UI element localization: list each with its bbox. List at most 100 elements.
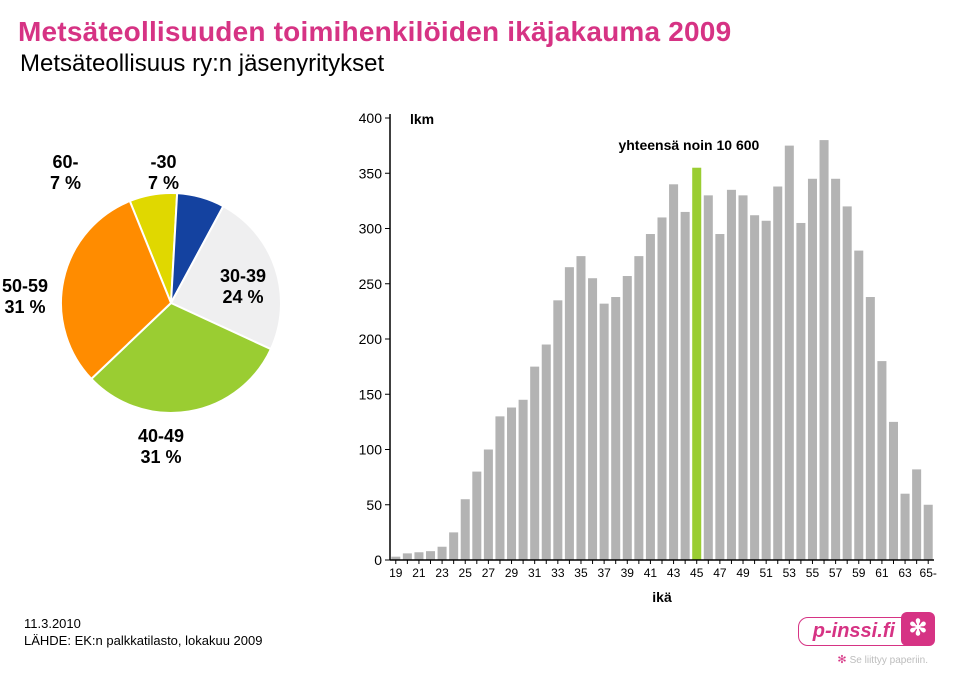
- bar: [912, 469, 921, 560]
- bar: [588, 278, 597, 560]
- bar: [785, 146, 794, 560]
- bar: [762, 221, 771, 560]
- bar-chart: 050100150200250300350400lkmyhteensä noin…: [340, 104, 940, 616]
- bar: [877, 361, 886, 560]
- brand-name: p-inssi.fi: [813, 620, 895, 642]
- bar: [519, 400, 528, 560]
- bar: [808, 179, 817, 560]
- bar: [449, 532, 458, 560]
- bar: [646, 234, 655, 560]
- xtick-label: 35: [574, 566, 588, 580]
- page-subtitle: Metsäteollisuus ry:n jäsenyritykset: [20, 50, 942, 78]
- xtick-label: 39: [621, 566, 635, 580]
- brand-tagline: ✻Se liittyy paperiin.: [837, 653, 928, 666]
- page-title: Metsäteollisuuden toimihenkilöiden ikäja…: [18, 16, 942, 48]
- pie-label-top: 30-39: [220, 266, 266, 286]
- ytick-label: 100: [359, 442, 383, 458]
- bar: [889, 422, 898, 560]
- xtick-label: 19: [389, 566, 403, 580]
- asterisk-icon: ✻: [901, 612, 935, 646]
- asterisk-small-icon: ✻: [837, 654, 846, 666]
- pie-label-40-49: 40-49 31 %: [138, 426, 184, 467]
- xtick-label: 31: [528, 566, 542, 580]
- xtick-label: 23: [435, 566, 449, 580]
- bar: [924, 505, 933, 560]
- bar: [461, 499, 470, 560]
- xtick-label: 57: [829, 566, 843, 580]
- bar: [530, 367, 539, 560]
- ytick-label: 300: [359, 221, 383, 237]
- pie-label-top: 50-59: [2, 276, 48, 296]
- bar: [843, 206, 852, 560]
- bar: [484, 450, 493, 561]
- pie-label-top: 60-: [53, 152, 79, 172]
- xtick-label: 53: [783, 566, 797, 580]
- bar: [796, 223, 805, 560]
- bar: [426, 551, 435, 560]
- bar-svg: 050100150200250300350400lkmyhteensä noin…: [340, 104, 940, 614]
- x-axis-label: ikä: [652, 589, 672, 605]
- footer-source-text: LÄHDE: EK:n palkkatilasto, lokakuu 2009: [24, 633, 262, 648]
- bar: [623, 276, 632, 560]
- bar: [866, 297, 875, 560]
- pie-label-30-39: 30-39 24 %: [220, 266, 266, 307]
- pie-svg: [16, 148, 326, 458]
- bar: [681, 212, 690, 560]
- ytick-label: 0: [374, 552, 382, 568]
- xtick-label: 45: [690, 566, 704, 580]
- bar: [507, 408, 516, 560]
- pie-label-50-59: 50-59 31 %: [2, 276, 48, 317]
- xtick-label: 25: [459, 566, 473, 580]
- bar: [634, 256, 643, 560]
- xtick-label: 43: [667, 566, 681, 580]
- xtick-label: 33: [551, 566, 565, 580]
- bar: [739, 195, 748, 560]
- bar: [542, 345, 551, 560]
- xtick-label: 51: [759, 566, 773, 580]
- bar: [472, 472, 481, 560]
- bar: [657, 217, 666, 560]
- bar: [715, 234, 724, 560]
- xtick-label: 49: [736, 566, 750, 580]
- pie-label-bot: 31 %: [5, 297, 46, 317]
- bar: [414, 552, 423, 560]
- bar: [669, 184, 678, 560]
- bar: [750, 215, 759, 560]
- pie-label-bot: 7 %: [148, 173, 179, 193]
- ytick-label: 350: [359, 165, 383, 181]
- xtick-label: 21: [412, 566, 426, 580]
- pie-label-bot: 31 %: [141, 447, 182, 467]
- xtick-label: 65-: [920, 566, 937, 580]
- bar: [553, 300, 562, 560]
- xtick-label: 59: [852, 566, 866, 580]
- bar: [773, 187, 782, 560]
- ytick-label: 250: [359, 276, 383, 292]
- footer-date: 11.3.2010: [24, 616, 81, 631]
- pie-label-bot: 7 %: [50, 173, 81, 193]
- bar: [438, 547, 447, 560]
- ytick-label: 200: [359, 331, 383, 347]
- brand-logo: p-inssi.fi ✻: [798, 617, 930, 646]
- bar: [704, 195, 713, 560]
- bar: [901, 494, 910, 560]
- y-axis-label: lkm: [410, 111, 434, 127]
- bar: [403, 553, 412, 560]
- xtick-label: 61: [875, 566, 889, 580]
- ytick-label: 400: [359, 110, 383, 126]
- bar: [820, 140, 829, 560]
- pie-label-top: 40-49: [138, 426, 184, 446]
- xtick-label: 55: [806, 566, 820, 580]
- ytick-label: 50: [366, 497, 382, 513]
- bar: [495, 416, 504, 560]
- bar: [611, 297, 620, 560]
- page-root: Metsäteollisuuden toimihenkilöiden ikäja…: [0, 0, 960, 686]
- bar: [854, 251, 863, 560]
- xtick-label: 29: [505, 566, 519, 580]
- xtick-label: 41: [644, 566, 658, 580]
- pie-label-bot: 24 %: [223, 287, 264, 307]
- xtick-label: 47: [713, 566, 727, 580]
- bar: [831, 179, 840, 560]
- xtick-label: 27: [482, 566, 496, 580]
- bar: [727, 190, 736, 560]
- charts-row: 60- 7 % -30 7 % 30-39 24 % 40-49 31 % 50…: [0, 100, 960, 626]
